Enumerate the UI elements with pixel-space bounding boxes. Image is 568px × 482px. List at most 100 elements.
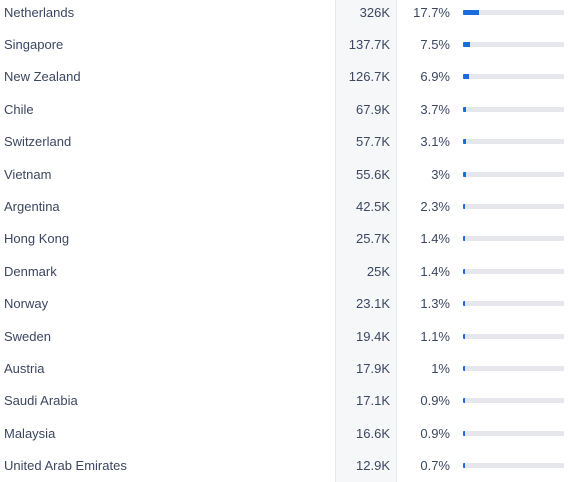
share-bar-fill [463,463,465,469]
value-column-background [335,157,397,191]
table-row[interactable]: Austria 17.9K 1% [0,352,568,385]
value-column-background [335,384,397,418]
table-row[interactable]: Malaysia 16.6K 0.9% [0,417,568,450]
value-column-background [335,287,397,320]
table-row[interactable]: Vietnam 55.6K 3% [0,157,568,191]
table-row[interactable]: New Zealand 126.7K 6.9% [0,60,568,94]
share-bar-fill [463,171,466,177]
share-percent: 7.5% [420,37,450,53]
share-percent: 6.9% [420,69,450,85]
country-name: New Zealand [4,69,81,85]
share-bar-fill [463,333,465,339]
share-bar-track [463,398,564,404]
country-name: Saudi Arabia [4,393,78,409]
share-percent: 0.7% [420,458,450,474]
country-name: Malaysia [4,425,56,441]
country-name: Hong Kong [4,231,70,247]
share-percent: 1.1% [420,328,450,344]
share-percent: 1.4% [420,263,450,279]
share-bar-fill [463,42,470,48]
country-name: Switzerland [4,134,72,150]
value-column-background [335,319,397,353]
value-column-background [335,352,397,385]
visits-value: 57.7K [356,134,390,150]
value-column-background [335,125,397,158]
value-column-background [335,28,397,61]
share-percent: 3.7% [420,101,450,117]
visits-value: 326K [359,4,390,20]
table-row[interactable]: Hong Kong 25.7K 1.4% [0,222,568,256]
country-name: Chile [4,101,34,117]
share-percent: 1.3% [420,296,450,312]
share-bar-track [463,236,564,242]
share-percent: 0.9% [420,393,450,409]
share-bar-track [463,430,564,436]
share-bar-track [463,463,564,469]
country-name: Singapore [4,37,64,53]
visits-value: 137.7K [348,37,390,53]
table-row[interactable]: Saudi Arabia 17.1K 0.9% [0,384,568,418]
share-bar-track [463,171,564,177]
country-name: Austria [4,360,45,376]
table-row[interactable]: Singapore 137.7K 7.5% [0,28,568,61]
visits-value: 17.1K [356,393,390,409]
share-bar-fill [463,139,466,145]
share-bar-track [463,9,564,15]
visits-value: 17.9K [356,360,390,376]
visits-value: 12.9K [356,458,390,474]
country-name: Vietnam [4,166,52,182]
country-name: United Arab Emirates [4,458,127,474]
share-bar-fill [463,301,465,307]
table-row[interactable]: Norway 23.1K 1.3% [0,287,568,320]
share-bar-track [463,106,564,112]
share-bar-track [463,268,564,274]
visits-value: 42.5K [356,199,390,215]
visits-value: 19.4K [356,328,390,344]
share-bar-fill [463,9,480,15]
share-percent: 2.3% [420,199,450,215]
table-row[interactable]: Switzerland 57.7K 3.1% [0,125,568,158]
share-bar-fill [463,236,465,242]
visits-value: 23.1K [356,296,390,312]
share-bar-track [463,74,564,80]
visits-value: 25K [366,263,390,279]
share-bar-fill [463,74,470,80]
value-column-background [335,255,397,288]
value-column-background [335,0,397,29]
share-bar-track [463,204,564,210]
table-row[interactable]: United Arab Emirates 12.9K 0.7% [0,449,568,482]
share-percent: 3.1% [420,134,450,150]
country-name: Norway [4,296,49,312]
visits-value: 16.6K [356,425,390,441]
visits-value: 55.6K [356,166,390,182]
share-bar-track [463,42,564,48]
country-name: Sweden [4,328,51,344]
table-row[interactable]: Argentina 42.5K 2.3% [0,190,568,223]
table-row[interactable]: Sweden 19.4K 1.1% [0,319,568,353]
share-percent: 1.4% [420,231,450,247]
share-bar-fill [463,268,465,274]
table-row[interactable]: Netherlands 326K 17.7% [0,0,568,29]
share-bar-fill [463,204,466,210]
value-column-background [335,222,397,256]
share-percent: 0.9% [420,425,450,441]
country-name: Netherlands [4,4,75,20]
share-bar-track [463,139,564,145]
table-row[interactable]: Chile 67.9K 3.7% [0,93,568,126]
value-column-background [335,93,397,126]
share-percent: 1% [431,360,450,376]
share-percent: 3% [431,166,450,182]
value-column-background [335,190,397,223]
table-row[interactable]: Denmark 25K 1.4% [0,255,568,288]
country-name: Argentina [4,199,60,215]
country-name: Denmark [4,263,57,279]
share-bar-track [463,365,564,371]
share-bar-track [463,333,564,339]
share-percent: 17.7% [413,4,450,20]
visits-value: 25.7K [356,231,390,247]
share-bar-fill [463,398,465,404]
visits-value: 67.9K [356,101,390,117]
share-bar-fill [463,365,465,371]
value-column-background [335,60,397,94]
